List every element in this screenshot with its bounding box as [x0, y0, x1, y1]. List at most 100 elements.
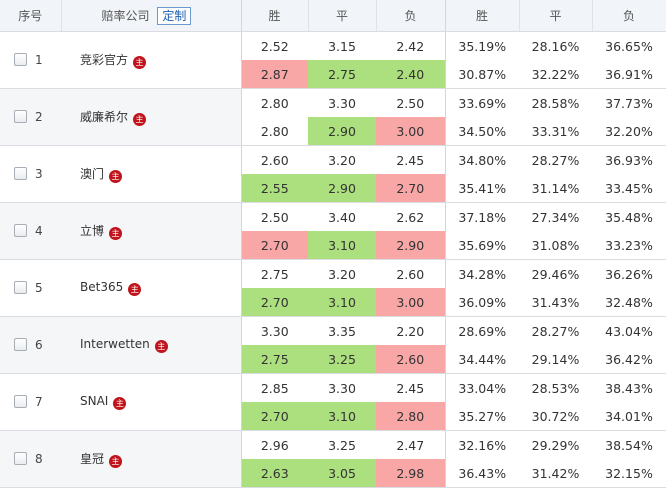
initial-pct-pd: 28.16% — [531, 38, 580, 54]
table-row: 1 竞彩官方主 2.52 3.15 2.42 35.19% 28.16% 36.65% — [0, 31, 666, 89]
company-cell: 竞彩官方主 — [61, 31, 242, 89]
live-odds-l: 2.90 — [376, 231, 446, 260]
live-odds-d: 3.10 — [308, 288, 376, 317]
initial-pct-pl: 43.04% — [605, 323, 653, 339]
company-name[interactable]: 竞彩官方 — [80, 53, 129, 67]
company-name[interactable]: Interwetten — [80, 337, 150, 351]
initial-odds-d: 3.35 — [328, 323, 356, 339]
initial-pct-pl: 36.93% — [605, 152, 653, 168]
company-name[interactable]: 立博 — [80, 224, 105, 238]
initial-pct-pw: 33.04% — [458, 380, 507, 396]
initial-odds-l: 2.20 — [376, 316, 446, 345]
initial-pct-pl: 36.26% — [605, 266, 653, 282]
company-cell: 立博主 — [61, 202, 242, 260]
initial-pct-pl: 35.48% — [605, 209, 653, 225]
row-checkbox[interactable] — [14, 224, 27, 237]
row-seq: 4 — [35, 224, 43, 238]
live-pct-pw: 35.27% — [445, 402, 519, 431]
row-seq-cell: 8 — [0, 430, 61, 488]
initial-pct-pw: 35.19% — [458, 38, 507, 54]
row-seq-cell: 1 — [0, 31, 61, 89]
live-odds-d: 3.25 — [308, 345, 376, 374]
row-checkbox[interactable] — [14, 53, 27, 66]
initial-pct-pl: 36.65% — [605, 38, 653, 54]
initial-odds-l: 2.60 — [376, 259, 446, 288]
row-checkbox[interactable] — [14, 167, 27, 180]
live-odds-l: 2.70 — [376, 174, 446, 203]
initial-odds-l: 2.42 — [376, 31, 446, 60]
live-odds-d: 3.10 — [308, 231, 376, 260]
live-odds-l: 3.00 — [376, 288, 446, 317]
row-seq: 2 — [35, 110, 43, 124]
live-pct-pd: 31.43% — [519, 288, 592, 317]
live-pct-pd: 32.22% — [519, 60, 592, 89]
initial-pct-pl: 38.54% — [605, 437, 653, 453]
header-odds-draw: 平 — [308, 0, 377, 32]
row-seq-cell: 3 — [0, 145, 61, 203]
initial-pct-pd: 29.46% — [531, 266, 580, 282]
row-seq-cell: 2 — [0, 88, 61, 146]
live-odds-w: 2.70 — [241, 231, 308, 260]
company-name[interactable]: SNAI — [80, 394, 109, 408]
live-odds-w: 2.63 — [241, 459, 308, 488]
row-checkbox[interactable] — [14, 281, 27, 294]
initial-odds-w: 2.52 — [260, 38, 289, 54]
live-odds-w: 2.87 — [241, 60, 308, 89]
initial-pct-pl: 38.43% — [605, 380, 653, 396]
initial-odds-l: 2.45 — [376, 145, 446, 174]
company-cell: 威廉希尔主 — [61, 88, 242, 146]
home-badge-icon: 主 — [128, 283, 142, 296]
header-pct-win: 胜 — [445, 0, 520, 32]
row-checkbox[interactable] — [14, 338, 27, 351]
custom-button[interactable]: 定制 — [157, 6, 192, 25]
table-row: 6 Interwetten 主 3.30 3.35 2.20 28.69% 28.27% 43.… — [0, 316, 666, 374]
live-pct-pw: 30.87% — [445, 60, 519, 89]
live-odds-l: 2.60 — [376, 345, 446, 374]
live-pct-pw: 36.09% — [445, 288, 519, 317]
live-odds-d: 3.10 — [308, 402, 376, 431]
initial-odds-w: 2.96 — [260, 437, 289, 453]
initial-odds-w: 2.60 — [260, 152, 289, 168]
table-row: 2 威廉希尔主 2.80 3.30 2.50 33.69% 28.58% 37.73% — [0, 88, 666, 146]
table-row: 2.75 3.25 2.60 34.44% 29.14% 36.42% — [0, 345, 666, 374]
row-seq-cell: 5 — [0, 259, 61, 317]
live-odds-l: 2.80 — [376, 402, 446, 431]
live-odds-w: 2.80 — [241, 117, 308, 146]
company-name[interactable]: 澳门 — [80, 167, 105, 181]
company-cell: 皇冠主 — [61, 430, 242, 488]
row-checkbox[interactable] — [14, 395, 27, 408]
initial-odds-w: 2.80 — [260, 95, 289, 111]
company-name[interactable]: 威廉希尔 — [80, 110, 129, 124]
row-checkbox[interactable] — [14, 110, 27, 123]
initial-pct-pw: 34.80% — [458, 152, 507, 168]
row-checkbox[interactable] — [14, 452, 27, 465]
live-pct-pw: 34.44% — [445, 345, 519, 374]
row-seq: 6 — [35, 338, 43, 352]
home-badge-icon: 主 — [113, 397, 127, 410]
live-pct-pd: 31.14% — [519, 174, 592, 203]
company-cell: Bet365 主 — [61, 259, 242, 317]
live-odds-w: 2.75 — [241, 345, 308, 374]
company-name[interactable]: 皇冠 — [80, 452, 105, 466]
initial-odds-l: 2.50 — [376, 88, 446, 117]
company-cell: Interwetten 主 — [61, 316, 242, 374]
live-odds-w: 2.70 — [241, 402, 308, 431]
initial-pct-pw: 28.69% — [458, 323, 507, 339]
company-cell: SNAI 主 — [61, 373, 242, 431]
table-row: 2.70 3.10 3.00 36.09% 31.43% 32.48% — [0, 288, 666, 317]
live-pct-pd: 30.72% — [519, 402, 592, 431]
initial-pct-pw: 34.28% — [458, 266, 507, 282]
company-name[interactable]: Bet365 — [80, 280, 124, 294]
initial-odds-d: 3.40 — [328, 209, 356, 225]
initial-odds-d: 3.25 — [328, 437, 356, 453]
home-badge-icon: 主 — [109, 455, 123, 468]
live-pct-pd: 31.42% — [519, 459, 592, 488]
initial-pct-pd: 28.27% — [531, 323, 580, 339]
live-odds-w: 2.70 — [241, 288, 308, 317]
live-odds-d: 2.75 — [308, 60, 376, 89]
header-company: 赔率公司 定制 — [61, 0, 242, 32]
live-pct-pl: 33.45% — [592, 174, 666, 203]
initial-pct-pd: 27.34% — [531, 209, 580, 225]
live-pct-pw: 34.50% — [445, 117, 519, 146]
